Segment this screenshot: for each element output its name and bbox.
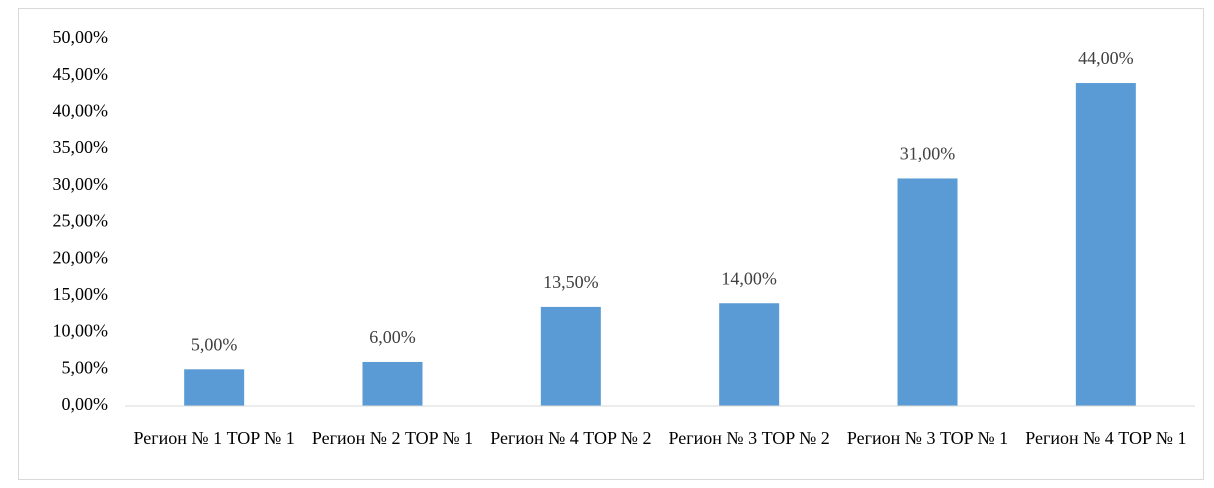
y-tick-label: 30,00% <box>53 174 109 194</box>
y-tick-label: 20,00% <box>53 247 109 267</box>
value-label: 5,00% <box>191 334 238 354</box>
value-label: 6,00% <box>369 327 416 347</box>
y-tick-label: 35,00% <box>53 137 109 157</box>
x-tick-label: Регион № 3 TOP № 2 <box>668 428 830 448</box>
bar <box>184 369 245 406</box>
value-label: 44,00% <box>1078 48 1134 68</box>
x-tick-label: Регион № 1 TOP № 1 <box>133 428 295 448</box>
y-tick-label: 15,00% <box>53 284 109 304</box>
bar <box>897 178 958 406</box>
y-tick-label: 50,00% <box>53 27 109 47</box>
y-tick-label: 0,00% <box>62 394 109 414</box>
y-tick-label: 45,00% <box>53 64 109 84</box>
y-tick-label: 5,00% <box>62 357 109 377</box>
x-tick-label: Регион № 2 TOP № 1 <box>311 428 474 448</box>
y-tick-label: 10,00% <box>53 321 109 341</box>
bar <box>540 306 601 406</box>
x-tick-label: Регион № 4 TOP № 1 <box>1025 428 1187 448</box>
bar <box>1075 83 1136 406</box>
bar <box>362 361 423 406</box>
bar <box>719 303 780 406</box>
y-tick-label: 25,00% <box>53 211 109 231</box>
chart-frame <box>18 8 1204 480</box>
x-tick-label: Регион № 4 TOP № 2 <box>490 428 652 448</box>
y-tick-label: 40,00% <box>53 101 109 121</box>
value-label: 13,50% <box>543 272 599 292</box>
value-label: 14,00% <box>721 268 777 288</box>
value-label: 31,00% <box>900 144 956 164</box>
x-tick-label: Регион № 3 TOP № 1 <box>846 428 1009 448</box>
